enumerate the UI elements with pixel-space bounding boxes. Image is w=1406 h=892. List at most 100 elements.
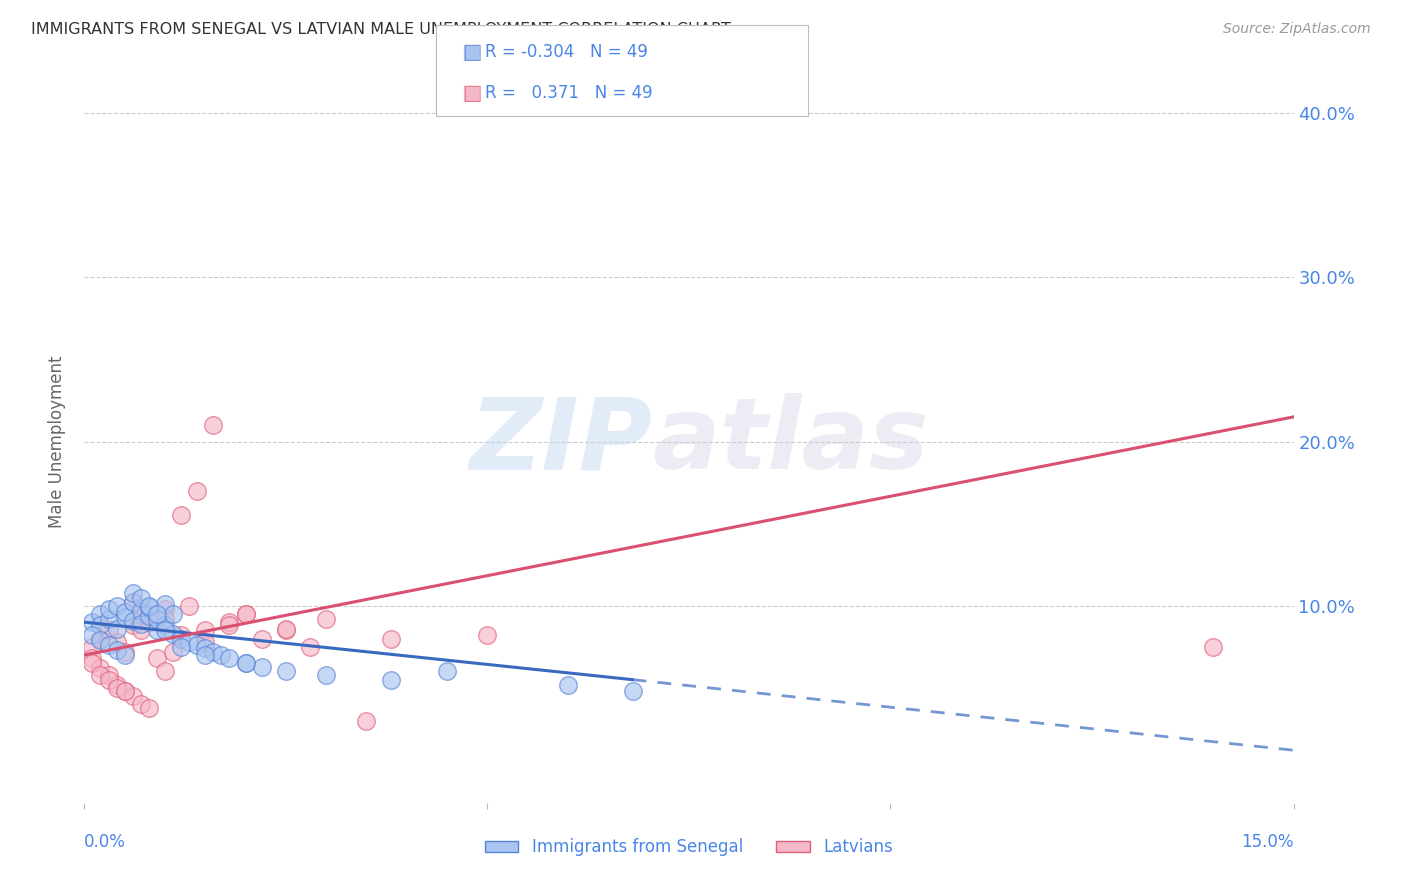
Text: ZIP: ZIP — [470, 393, 652, 490]
Text: □: □ — [463, 84, 482, 103]
Point — [477, 628, 499, 642]
Point — [315, 612, 337, 626]
Point — [194, 635, 217, 649]
Point — [105, 677, 128, 691]
Text: □: □ — [463, 43, 482, 62]
Text: IMMIGRANTS FROM SENEGAL VS LATVIAN MALE UNEMPLOYMENT CORRELATION CHART: IMMIGRANTS FROM SENEGAL VS LATVIAN MALE … — [31, 22, 731, 37]
Point — [97, 667, 120, 681]
Text: 0.0%: 0.0% — [84, 833, 127, 851]
Point — [146, 624, 169, 638]
Point — [299, 640, 322, 654]
Text: ■: ■ — [461, 84, 481, 103]
Point — [146, 651, 169, 665]
Point — [121, 614, 143, 628]
Point — [162, 645, 184, 659]
Point — [82, 657, 104, 671]
Point — [202, 645, 225, 659]
Point — [89, 667, 111, 681]
Point — [121, 595, 143, 609]
Point — [82, 628, 104, 642]
Point — [129, 612, 152, 626]
Point — [162, 607, 184, 621]
Point — [146, 612, 169, 626]
Point — [1202, 640, 1225, 654]
Point — [179, 635, 201, 649]
Point — [89, 633, 111, 648]
Point — [97, 673, 120, 687]
Point — [82, 615, 104, 630]
Point — [315, 667, 337, 681]
Point — [114, 645, 136, 659]
Point — [153, 624, 176, 638]
Point — [82, 651, 104, 665]
Point — [121, 585, 143, 599]
Point — [146, 607, 169, 621]
Point — [153, 602, 176, 616]
Point — [153, 597, 176, 611]
Point — [202, 418, 225, 433]
Point — [179, 599, 201, 613]
Point — [114, 610, 136, 624]
Point — [105, 635, 128, 649]
Point — [235, 657, 257, 671]
Point — [186, 638, 208, 652]
Point — [250, 659, 273, 673]
Point — [97, 612, 120, 626]
Point — [209, 648, 232, 662]
Point — [194, 641, 217, 656]
Point — [235, 657, 257, 671]
Point — [380, 673, 402, 687]
Point — [138, 607, 160, 621]
Point — [89, 607, 111, 621]
Point — [153, 665, 176, 679]
Point — [121, 689, 143, 703]
Point — [105, 622, 128, 636]
Point — [218, 615, 240, 630]
Point — [218, 651, 240, 665]
Point — [129, 624, 152, 638]
Y-axis label: Male Unemployment: Male Unemployment — [48, 355, 66, 528]
Point — [194, 624, 217, 638]
Point — [105, 681, 128, 695]
Point — [82, 640, 104, 654]
Text: Source: ZipAtlas.com: Source: ZipAtlas.com — [1223, 22, 1371, 37]
Point — [380, 632, 402, 646]
Point — [89, 632, 111, 646]
Point — [186, 483, 208, 498]
Point — [621, 684, 644, 698]
Point — [129, 698, 152, 712]
Point — [89, 618, 111, 632]
Point — [170, 632, 193, 646]
Point — [436, 665, 458, 679]
Point — [138, 599, 160, 613]
Text: R =   0.371   N = 49: R = 0.371 N = 49 — [485, 85, 652, 103]
Point — [129, 591, 152, 605]
Point — [235, 607, 257, 621]
Point — [250, 632, 273, 646]
Point — [138, 615, 160, 630]
Point — [121, 618, 143, 632]
Point — [89, 661, 111, 675]
Point — [114, 605, 136, 619]
Point — [218, 618, 240, 632]
Point — [235, 607, 257, 621]
Point — [138, 700, 160, 714]
Legend: Immigrants from Senegal, Latvians: Immigrants from Senegal, Latvians — [478, 831, 900, 863]
Text: 15.0%: 15.0% — [1241, 833, 1294, 851]
Point — [129, 604, 152, 618]
Point — [138, 608, 160, 623]
Point — [129, 616, 152, 631]
Point — [170, 628, 193, 642]
Point — [114, 684, 136, 698]
Point — [162, 626, 184, 640]
Point — [97, 624, 120, 638]
Point — [153, 612, 176, 626]
Point — [170, 640, 193, 654]
Text: R = -0.304   N = 49: R = -0.304 N = 49 — [485, 44, 648, 62]
Point — [105, 643, 128, 657]
Point — [138, 600, 160, 615]
Point — [274, 624, 297, 638]
Text: atlas: atlas — [652, 393, 929, 490]
Point — [97, 602, 120, 616]
Text: ■: ■ — [461, 43, 481, 62]
